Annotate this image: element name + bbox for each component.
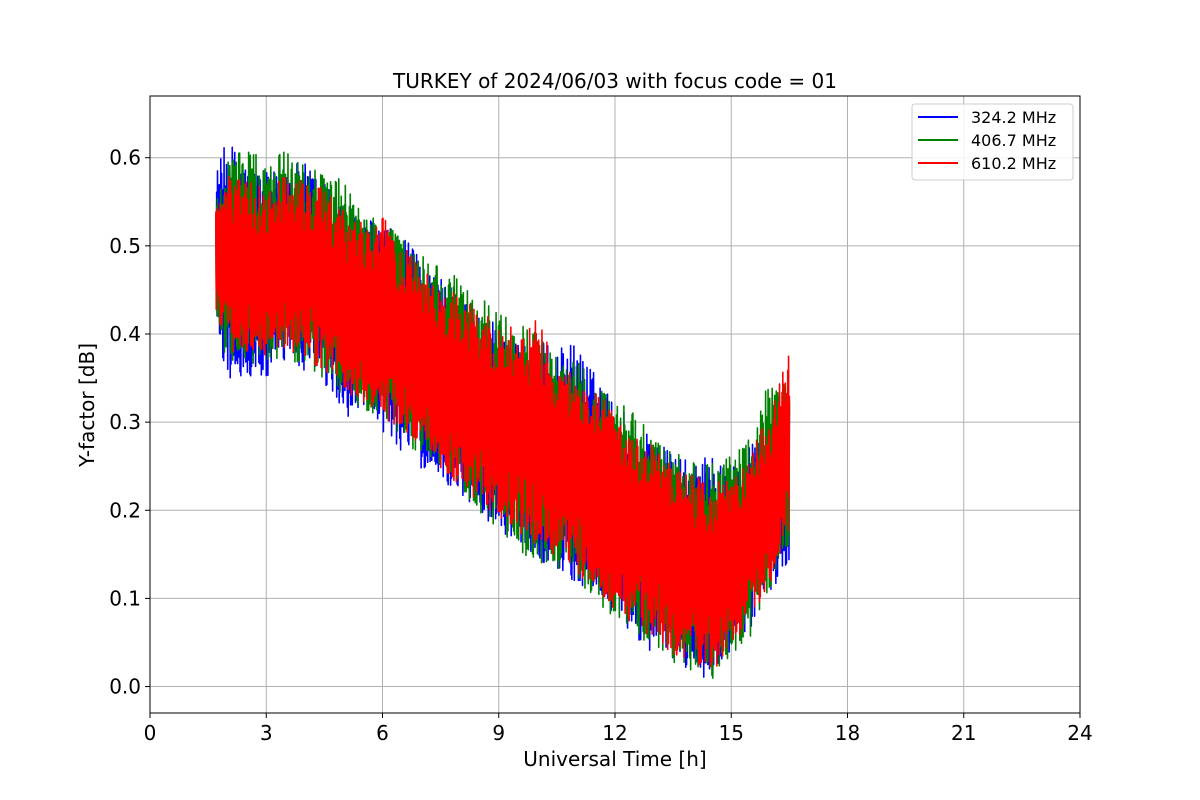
y-tick-label: 0.3 (109, 410, 141, 434)
legend-box (911, 103, 1074, 181)
legend-label: 324.2 MHz (971, 108, 1056, 127)
x-tick-label: 24 (1067, 721, 1092, 745)
x-tick-label: 18 (835, 721, 860, 745)
legend: 324.2 MHz 406.7 MHz 610.2 MHz (911, 103, 1074, 181)
x-tick-label: 6 (376, 721, 389, 745)
y-tick-label: 0.2 (109, 498, 141, 522)
y-axis-label: Y-factor [dB] (75, 343, 99, 468)
x-tick-label: 21 (951, 721, 976, 745)
x-tick-label: 9 (492, 721, 505, 745)
legend-label: 610.2 MHz (971, 154, 1056, 173)
y-tick-label: 0.6 (109, 146, 141, 170)
chart-title: TURKEY of 2024/06/03 with focus code = 0… (392, 69, 837, 93)
axis-ticks: 0 3 6 9 12 15 18 21 24 0.0 0.1 0.2 0.3 0.4 0.5 0.6 (109, 146, 1093, 745)
y-tick-label: 0.4 (109, 322, 141, 346)
y-tick-label: 0.5 (109, 234, 141, 258)
x-tick-label: 15 (719, 721, 744, 745)
series-line-3 (215, 175, 791, 668)
x-tick-label: 0 (144, 721, 157, 745)
y-tick-label: 0.0 (109, 675, 141, 699)
legend-label: 406.7 MHz (971, 131, 1056, 150)
x-tick-label: 3 (260, 721, 273, 745)
x-axis-label: Universal Time [h] (523, 747, 706, 771)
y-tick-label: 0.1 (109, 586, 141, 610)
data-series-layer (215, 146, 791, 679)
x-tick-label: 12 (602, 721, 627, 745)
